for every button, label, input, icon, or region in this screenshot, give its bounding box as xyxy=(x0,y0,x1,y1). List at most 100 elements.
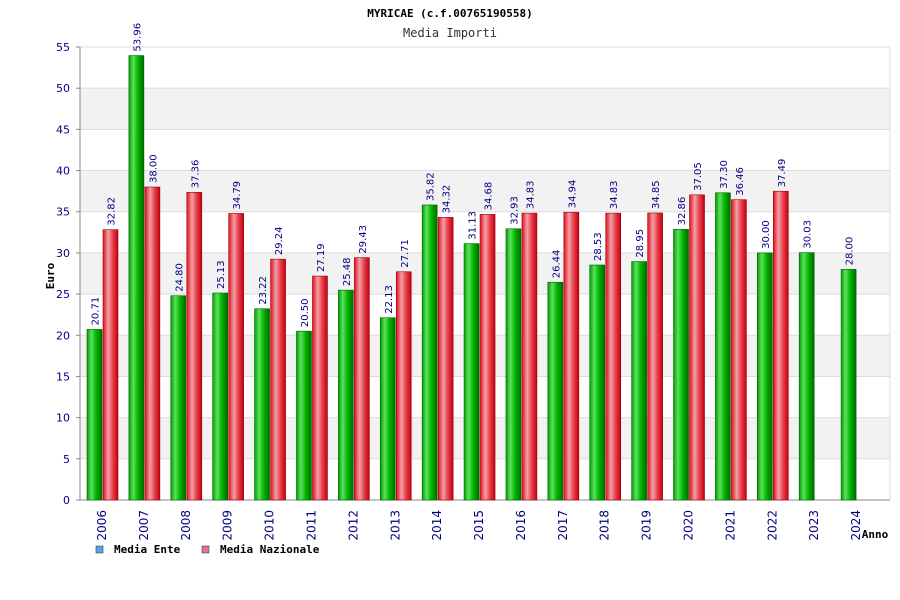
data-label: 37.36 xyxy=(190,160,201,189)
data-label: 34.32 xyxy=(442,185,453,214)
bar-media-ente-2015 xyxy=(463,243,480,501)
y-tick-label: 25 xyxy=(56,288,70,301)
y-tick-label: 30 xyxy=(56,247,70,260)
data-label: 37.49 xyxy=(777,159,788,188)
x-tick-label: 2017 xyxy=(556,510,570,541)
data-label: 32.86 xyxy=(677,197,688,226)
bar-media-ente-2019 xyxy=(631,261,647,501)
bar-media-nazionale-2009 xyxy=(228,213,244,501)
x-tick-label: 2016 xyxy=(514,510,528,541)
data-label: 25.48 xyxy=(342,257,353,286)
data-label: 34.68 xyxy=(484,182,495,211)
x-tick-label: 2008 xyxy=(179,510,193,541)
data-label: 20.71 xyxy=(91,297,102,326)
data-labels: 20.71 32.82 53.96 38.00 24.80 37.36 25.13 34.79… xyxy=(91,23,856,327)
data-label: 28.95 xyxy=(635,229,646,258)
bar-media-ente-2009 xyxy=(212,292,228,501)
bar-media-ente-2023 xyxy=(798,252,815,501)
data-label: 32.93 xyxy=(509,196,520,225)
data-label: 29.43 xyxy=(358,225,369,254)
data-label: 31.13 xyxy=(468,211,479,240)
bar-media-ente-2022 xyxy=(757,252,773,501)
bar-media-nazionale-2010 xyxy=(270,258,286,501)
data-label: 34.83 xyxy=(525,180,536,209)
data-label: 23.22 xyxy=(258,276,269,305)
y-axis-ticks: 0 5 10 15 20 25 30 35 40 45 50 55 xyxy=(56,41,80,507)
bar-media-nazionale-2019 xyxy=(647,212,663,501)
data-label: 34.83 xyxy=(609,180,620,209)
bars xyxy=(86,55,857,501)
bar-media-nazionale-2016 xyxy=(521,212,538,501)
data-label: 20.50 xyxy=(300,299,311,328)
plot-area xyxy=(80,47,890,500)
x-tick-label: 2007 xyxy=(137,510,151,541)
data-label: 38.00 xyxy=(148,154,159,183)
chart-title: MYRICAE (c.f.00765190558) xyxy=(367,7,533,20)
x-tick-label: 2015 xyxy=(472,510,486,541)
data-label: 24.80 xyxy=(174,263,185,292)
data-label: 27.19 xyxy=(316,243,327,272)
data-label: 36.46 xyxy=(735,167,746,196)
grid-band xyxy=(80,88,890,130)
x-tick-label: 2023 xyxy=(807,510,821,541)
data-label: 26.44 xyxy=(551,250,562,279)
x-tick-label: 2021 xyxy=(723,510,737,541)
bar-media-nazionale-2006 xyxy=(102,229,119,501)
data-label: 37.30 xyxy=(719,160,730,189)
x-tick-label: 2011 xyxy=(304,510,318,541)
y-axis-label: Euro xyxy=(44,262,57,289)
y-tick-label: 35 xyxy=(56,206,70,219)
data-label: 34.79 xyxy=(232,181,243,210)
grid-band xyxy=(80,170,890,212)
x-tick-label: 2012 xyxy=(346,510,360,541)
x-tick-label: 2009 xyxy=(221,510,235,541)
data-label: 34.94 xyxy=(567,180,578,209)
data-label: 30.03 xyxy=(803,220,814,249)
bar-media-nazionale-2015 xyxy=(479,214,496,501)
bar-media-ente-2020 xyxy=(673,229,689,501)
bar-media-ente-2011 xyxy=(296,330,312,501)
bar-media-ente-2012 xyxy=(338,289,354,501)
legend-label: Media Nazionale xyxy=(220,543,320,556)
bar-media-nazionale-2017 xyxy=(563,211,580,501)
legend-label: Media Ente xyxy=(114,543,181,556)
x-axis-label: Anno xyxy=(862,528,889,541)
bar-media-nazionale-2018 xyxy=(605,212,622,501)
bar-media-nazionale-2012 xyxy=(354,257,370,501)
bar-media-nazionale-2008 xyxy=(186,191,203,501)
bar-media-nazionale-2022 xyxy=(773,190,789,501)
data-label: 35.82 xyxy=(426,172,437,201)
x-axis-ticks: 2006 2007 2008 2009 2010 2011 2012 2013 2014 2015… xyxy=(95,510,863,541)
y-tick-label: 20 xyxy=(56,329,70,342)
legend: Media Ente Media Nazionale xyxy=(95,543,320,556)
data-label: 34.85 xyxy=(651,180,662,209)
bar-media-nazionale-2011 xyxy=(312,275,328,501)
data-label: 25.13 xyxy=(216,260,227,289)
x-tick-label: 2014 xyxy=(430,510,444,541)
bar-media-ente-2021 xyxy=(715,192,731,501)
data-label: 30.00 xyxy=(761,220,772,249)
bar-media-ente-2014 xyxy=(421,204,438,501)
bar-media-ente-2008 xyxy=(170,295,187,501)
x-tick-label: 2024 xyxy=(849,510,863,541)
x-tick-label: 2018 xyxy=(598,510,612,541)
chart-subtitle: Media Importi xyxy=(403,26,497,40)
data-label: 22.13 xyxy=(384,285,395,314)
bar-media-ente-2016 xyxy=(505,228,522,501)
y-tick-label: 55 xyxy=(56,41,70,54)
data-label: 28.53 xyxy=(593,232,604,261)
bar-media-nazionale-2007 xyxy=(144,186,161,501)
bar-media-nazionale-2021 xyxy=(731,199,747,501)
bar-media-ente-2017 xyxy=(547,281,564,501)
x-tick-label: 2020 xyxy=(682,510,696,541)
legend-swatch xyxy=(95,545,104,554)
y-tick-label: 45 xyxy=(56,123,70,136)
data-label: 29.24 xyxy=(274,227,285,256)
bar-media-ente-2007 xyxy=(128,55,145,501)
bar-media-ente-2024 xyxy=(840,269,857,501)
x-tick-label: 2006 xyxy=(95,510,109,541)
y-tick-label: 40 xyxy=(56,165,70,178)
bar-media-nazionale-2013 xyxy=(395,271,412,501)
x-tick-label: 2022 xyxy=(765,510,779,541)
